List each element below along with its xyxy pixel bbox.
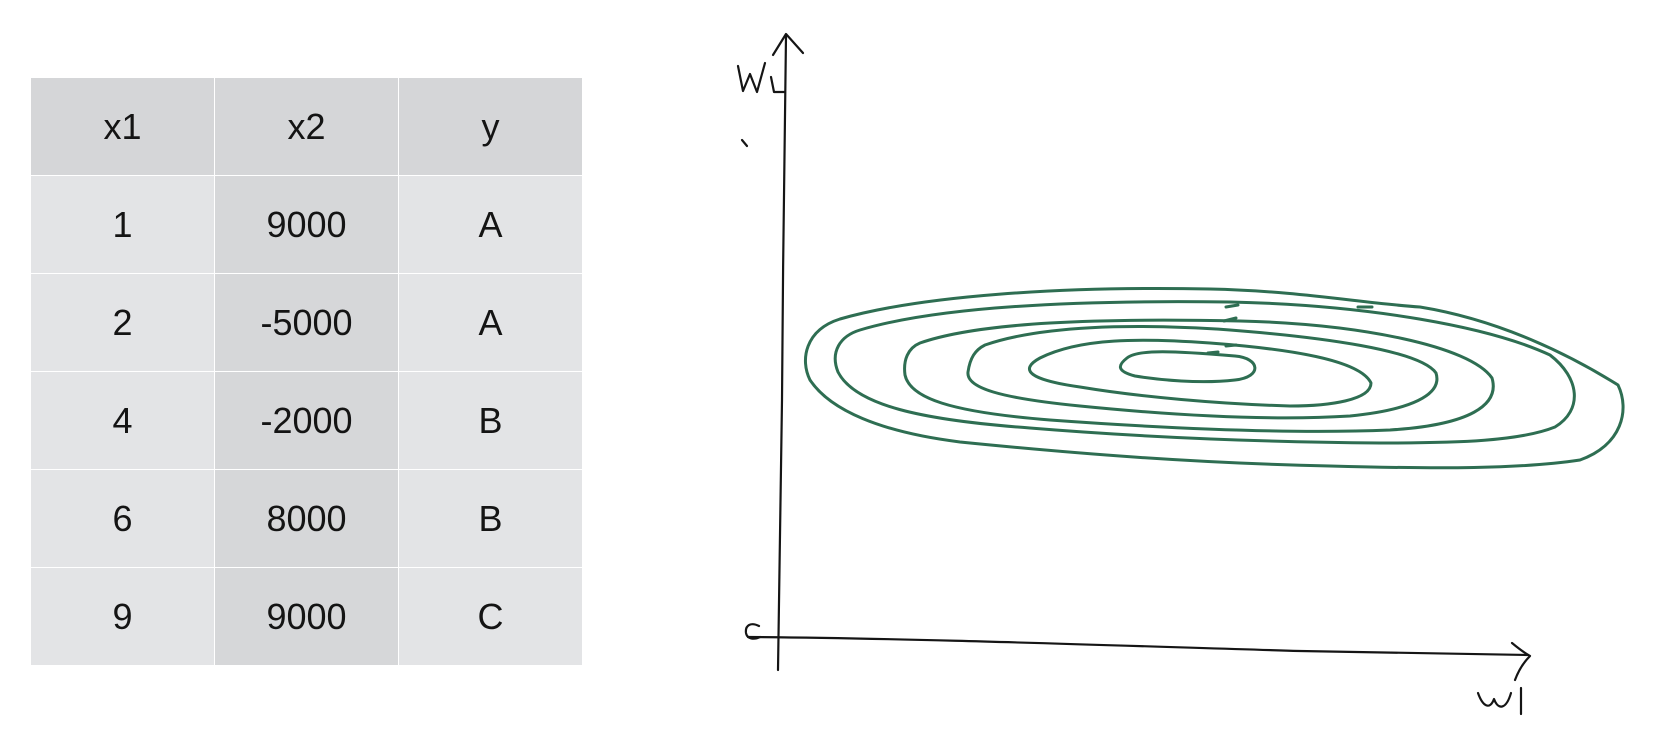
origin-mark [744,623,762,640]
cell-y: B [399,372,582,470]
cell-x1: 9 [31,568,215,665]
vertical-axis [776,34,788,672]
header-y: y [399,78,582,176]
cell-y: B [399,470,582,568]
cell-x1: 2 [31,274,215,372]
contour-ring-4 [903,318,1495,433]
contour-group [803,286,1625,470]
contour-ring-5 [833,300,1576,445]
contour-ring-1 [1119,350,1257,384]
vertical-axis-arrowhead [771,32,805,57]
data-table: x1 x2 y 1 9000 A 2 -5000 A 4 -2000 B 6 8… [31,78,582,665]
cell-x1: 4 [31,372,215,470]
cell-x2: -5000 [215,274,399,372]
horizontal-axis-label-w1 [1476,686,1523,716]
cell-x2: 8000 [215,470,399,568]
cell-y: A [399,176,582,274]
contour-tick-e [1206,350,1220,355]
cell-x2: 9000 [215,176,399,274]
table-row: 1 9000 A [31,176,582,274]
contour-tick-a [1224,303,1240,309]
contour-ring-2 [1028,338,1373,408]
contour-tick-d [1224,343,1238,348]
table-row: 2 -5000 A [31,274,582,372]
vertical-axis-label-w2 [736,61,787,94]
table-header-row: x1 x2 y [31,78,582,176]
stray-mark [740,138,749,148]
contour-ring-6 [803,286,1625,470]
header-x1: x1 [31,78,215,176]
cell-y: A [399,274,582,372]
horizontal-axis [746,635,1530,657]
table-row: 6 8000 B [31,470,582,568]
contour-ring-3 [966,325,1439,420]
handwritten-labels [736,61,1523,716]
table-row: 4 -2000 B [31,372,582,470]
cell-x2: 9000 [215,568,399,665]
table-row: 9 9000 C [31,568,582,665]
axes [740,32,1532,682]
horizontal-axis-arrowhead [1510,641,1532,682]
header-x2: x2 [215,78,399,176]
cell-x1: 6 [31,470,215,568]
cell-x2: -2000 [215,372,399,470]
cell-y: C [399,568,582,665]
cell-x1: 1 [31,176,215,274]
contour-tick-c [1222,316,1238,323]
